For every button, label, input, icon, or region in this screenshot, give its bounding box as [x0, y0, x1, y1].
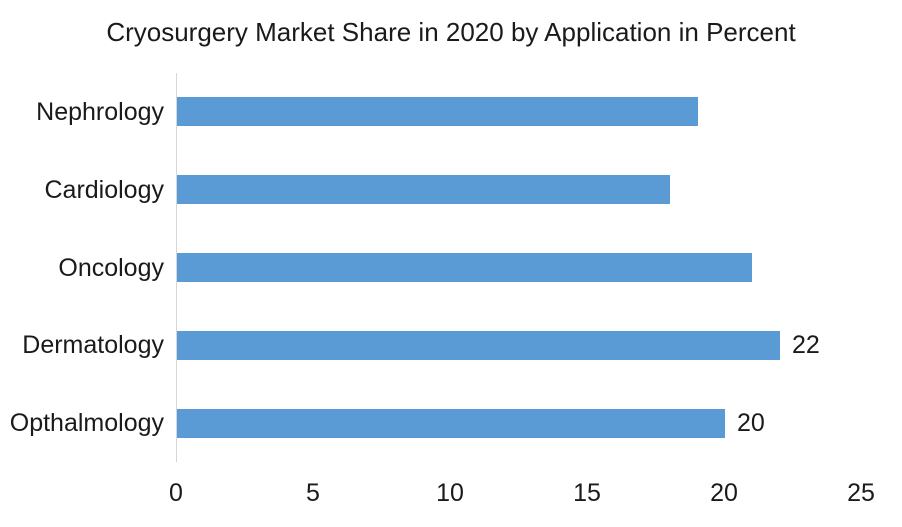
data-label: 22 [792, 331, 820, 359]
category-axis-line [176, 73, 177, 462]
bar-oncology [177, 253, 752, 282]
bar-dermatology [177, 331, 780, 360]
bar-nephrology [177, 97, 698, 126]
category-label: Dermatology [22, 331, 164, 359]
bar-opthalmology [177, 409, 725, 438]
x-tick-label: 15 [573, 479, 601, 507]
category-label: Nephrology [36, 98, 164, 126]
x-tick-label: 5 [306, 479, 320, 507]
x-tick-label: 10 [436, 479, 464, 507]
data-label: 20 [737, 409, 765, 437]
x-tick-label: 25 [847, 479, 875, 507]
chart-title: Cryosurgery Market Share in 2020 by Appl… [106, 17, 796, 47]
x-tick-label: 20 [710, 479, 738, 507]
category-label: Oncology [58, 254, 164, 282]
bar-cardiology [177, 175, 670, 204]
x-tick-label: 0 [169, 479, 183, 507]
category-label: Opthalmology [9, 409, 164, 437]
category-label: Cardiology [44, 176, 164, 204]
